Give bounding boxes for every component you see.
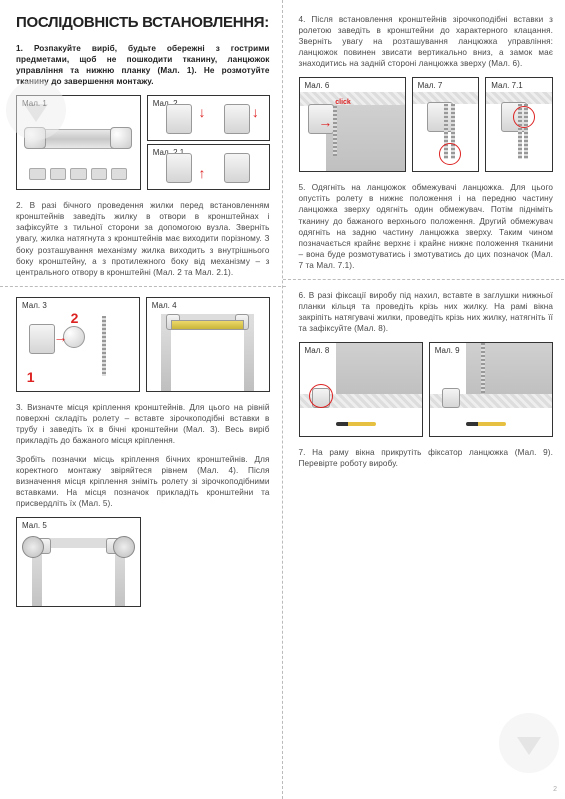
fig-6-label: Мал. 6 [305, 81, 330, 90]
step-1-text: 1. Розпакуйте виріб, будьте обережні з г… [16, 43, 270, 87]
figure-7-1: Мал. 7.1 [485, 77, 553, 172]
fig-71-label: Мал. 7.1 [491, 81, 522, 90]
badge-1: 1 [27, 369, 35, 385]
figure-4: Мал. 4 [146, 297, 270, 392]
figure-3: Мал. 3 1 2 → [16, 297, 140, 392]
figure-2-stack: Мал. 2 ↓ ↓ Мал. 2.1 ↑ [147, 95, 270, 190]
fig-8-label: Мал. 8 [305, 346, 330, 355]
step-6-text: 6. В разі фіксації виробу під нахил, вст… [299, 290, 554, 334]
step-4-text: 4. Після встановлення кронштейнів зірочк… [299, 14, 554, 69]
fig-5-label: Мал. 5 [22, 521, 47, 530]
figure-6: Мал. 6 click → [299, 77, 406, 172]
fig-4-label: Мал. 4 [152, 301, 177, 310]
click-label: click [335, 99, 351, 106]
figure-8: Мал. 8 [299, 342, 423, 437]
right-column: 4. Після встановлення кронштейнів зірочк… [283, 0, 565, 799]
step-3b-text: Зробіть позначки місць кріплення бічних … [16, 454, 270, 509]
figure-9: Мал. 9 [429, 342, 553, 437]
fig-row-3: Мал. 5 [16, 517, 270, 607]
fig-row-5: Мал. 8 Мал. 9 [299, 342, 554, 437]
page-number: 2 [553, 786, 557, 793]
fig-9-label: Мал. 9 [435, 346, 460, 355]
figure-5: Мал. 5 [16, 517, 141, 607]
page-title: ПОСЛІДОВНІСТЬ ВСТАНОВЛЕННЯ: [16, 14, 270, 31]
step-7-text: 7. На раму вікна прикрутіть фіксатор лан… [299, 447, 554, 469]
figure-2: Мал. 2 ↓ ↓ [147, 95, 270, 141]
badge-2: 2 [71, 310, 79, 326]
fig-7-label: Мал. 7 [418, 81, 443, 90]
watermark-icon [499, 713, 559, 773]
fig-3-label: Мал. 3 [22, 301, 47, 310]
step-2-text: 2. В разі бічного проведення жилки перед… [16, 200, 270, 277]
watermark-icon-2 [6, 80, 66, 140]
fig-row-2: Мал. 3 1 2 → Мал. 4 [16, 297, 270, 392]
fig-row-4: Мал. 6 click → Мал. 7 Мал. 7.1 [299, 77, 554, 172]
divider-2 [283, 279, 565, 280]
figure-7: Мал. 7 [412, 77, 480, 172]
divider-1 [0, 286, 286, 287]
figure-2-1: Мал. 2.1 ↑ [147, 144, 270, 190]
step-3a-text: 3. Визначте місця кріплення кронштейнів.… [16, 402, 270, 446]
step-5-text: 5. Одягніть на ланцюжок обмежувачі ланцю… [299, 182, 554, 271]
